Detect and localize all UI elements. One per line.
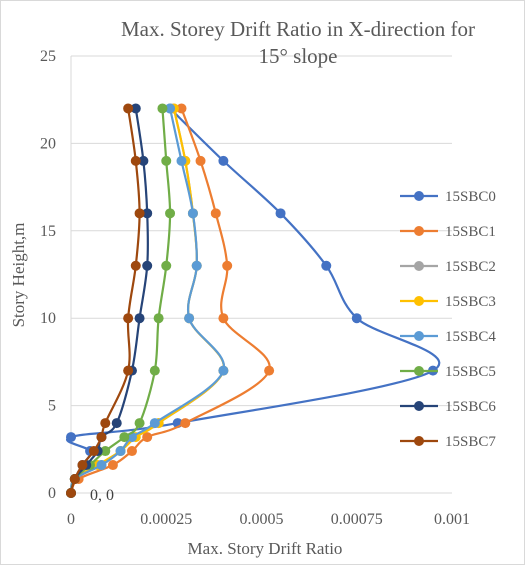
data-point [130, 103, 141, 114]
data-point [96, 460, 107, 471]
data-point [142, 432, 153, 443]
legend-marker [414, 191, 424, 201]
data-point [123, 103, 134, 114]
legend-marker [414, 261, 424, 271]
data-point [66, 432, 76, 443]
legend-label: 15SBC7 [445, 434, 496, 450]
data-point [351, 313, 362, 324]
data-point [222, 260, 233, 271]
y-tick-label: 20 [40, 135, 56, 152]
legend-label: 15SBC5 [445, 364, 496, 380]
x-tick-label: 0.00025 [140, 511, 192, 528]
legend-entry-15SBC2: 15SBC2 [400, 259, 496, 275]
data-point [100, 446, 111, 457]
x-tick-label: 0.00075 [331, 511, 383, 528]
data-point [130, 260, 141, 271]
data-point [126, 446, 137, 457]
chart-title-line1: Max. Storey Drift Ratio in X-direction f… [121, 17, 475, 41]
data-point [107, 460, 118, 471]
series-15SBC1 [66, 103, 275, 498]
axis-layer: 0 5 10 15 20 25 0 0.00025 0.0005 0.00075 0.001 [40, 48, 470, 528]
data-point [130, 155, 141, 166]
chart-title-line2: 15° slope [259, 44, 338, 68]
legend-entry-15SBC1: 15SBC1 [400, 224, 496, 240]
legend-marker [414, 226, 424, 236]
data-point [218, 155, 229, 166]
data-point [111, 418, 122, 429]
data-point [149, 418, 160, 429]
legend-label: 15SBC6 [445, 399, 496, 415]
data-point [165, 103, 176, 114]
data-point [161, 155, 172, 166]
data-point [138, 155, 149, 166]
data-point [66, 488, 76, 498]
legend-label: 15SBC2 [445, 259, 496, 275]
y-tick-label: 15 [40, 223, 56, 240]
data-point [69, 474, 80, 485]
data-point [100, 418, 111, 429]
x-tick-label: 0 [67, 511, 75, 528]
data-point [218, 365, 229, 376]
data-point [134, 313, 145, 324]
legend-entry-15SBC7: 15SBC7 [400, 434, 496, 450]
data-point [180, 418, 191, 429]
y-tick-label: 5 [48, 398, 56, 415]
series-15SBC7 [66, 103, 145, 498]
legend-label: 15SBC1 [445, 224, 496, 240]
data-point [123, 365, 134, 376]
data-point [195, 155, 206, 166]
legend: 15SBC0 15SBC1 15SBC2 15SBC3 15SBC4 15SBC5 15SB… [400, 189, 496, 450]
data-point [264, 365, 275, 376]
y-axis-title: Story Height,m [9, 223, 28, 328]
data-point [119, 432, 130, 443]
data-point [96, 432, 107, 443]
legend-marker [414, 366, 424, 376]
data-point [187, 208, 198, 219]
data-point [134, 418, 145, 429]
legend-marker [414, 296, 424, 306]
legend-label: 15SBC0 [445, 189, 496, 205]
series-15SBC5 [66, 103, 176, 498]
legend-entry-15SBC4: 15SBC4 [400, 329, 496, 345]
y-tick-label: 25 [40, 48, 56, 65]
series-layer [66, 103, 441, 498]
data-point [157, 103, 168, 114]
data-point [123, 313, 134, 324]
data-point [161, 260, 172, 271]
y-tick-label: 0 [48, 485, 56, 502]
legend-marker [414, 331, 424, 341]
legend-entry-15SBC3: 15SBC3 [400, 294, 496, 310]
y-tick-label: 10 [40, 310, 56, 327]
data-point [153, 313, 164, 324]
legend-entry-15SBC5: 15SBC5 [400, 364, 496, 380]
data-point [321, 260, 332, 271]
data-point [115, 446, 126, 457]
legend-marker [414, 401, 424, 411]
data-point [142, 260, 153, 271]
x-tick-label: 0.001 [434, 511, 470, 528]
origin-annotation: 0, 0 [90, 487, 114, 504]
data-point [88, 446, 99, 457]
legend-label: 15SBC3 [445, 294, 496, 310]
data-point [275, 208, 286, 219]
grid-layer [71, 55, 452, 494]
legend-entry-15SBC0: 15SBC0 [400, 189, 496, 205]
data-point [77, 460, 88, 471]
data-point [210, 208, 221, 219]
data-point [176, 103, 187, 114]
legend-label: 15SBC4 [445, 329, 496, 345]
data-point [218, 313, 229, 324]
x-tick-label: 0.0005 [240, 511, 284, 528]
data-point [191, 260, 202, 271]
legend-entry-15SBC6: 15SBC6 [400, 399, 496, 415]
legend-marker [414, 436, 424, 446]
data-point [134, 208, 145, 219]
data-point [176, 155, 187, 166]
data-point [149, 365, 160, 376]
x-axis-title: Max. Story Drift Ratio [188, 539, 343, 558]
data-point [142, 208, 153, 219]
data-point [165, 208, 176, 219]
data-point [184, 313, 195, 324]
